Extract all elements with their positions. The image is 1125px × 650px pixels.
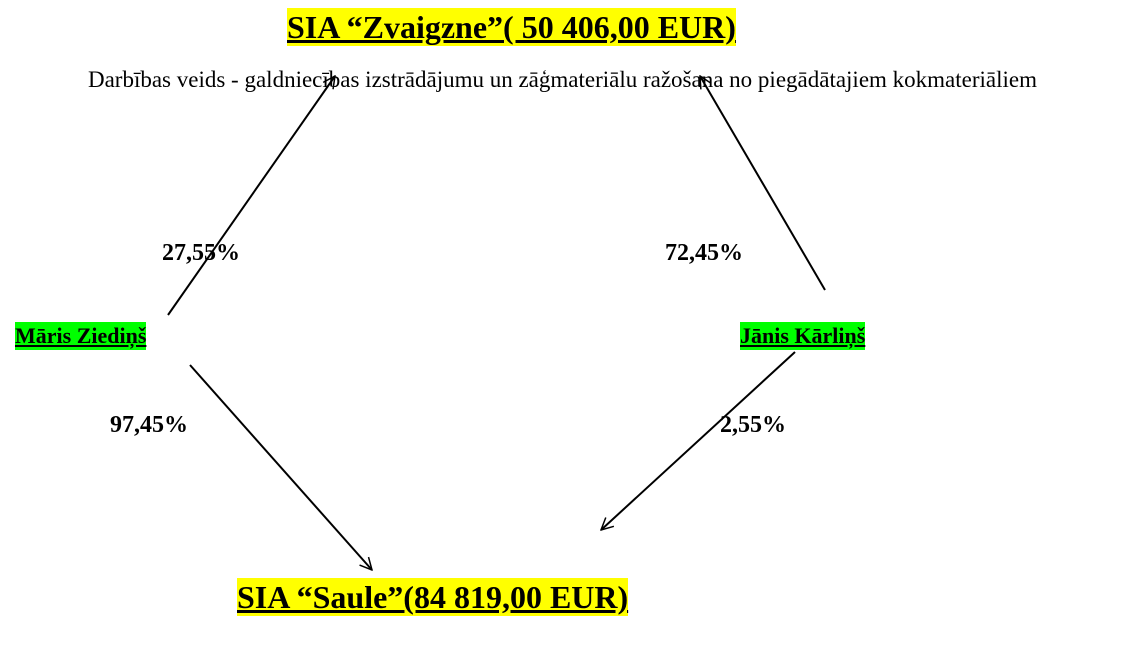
description: Darbības veids - galdniecības izstrādāju… <box>87 67 1038 92</box>
edge-label: 27,55% <box>162 240 240 266</box>
arrow <box>699 76 826 291</box>
person: Jānis Kārliņš <box>740 322 866 350</box>
company-bottom: SIA “Saule”(84 819,00 EUR) <box>237 578 629 616</box>
edge-label: 72,45% <box>665 240 743 266</box>
arrow <box>601 351 796 530</box>
description-box: Darbības veids - galdniecības izstrādāju… <box>0 66 1125 93</box>
edge-label: 97,45% <box>110 412 188 438</box>
edge-label: 2,55% <box>720 412 786 438</box>
arrow <box>167 76 335 316</box>
arrow <box>189 364 372 570</box>
company-top: SIA “Zvaigzne”( 50 406,00 EUR) <box>287 8 736 46</box>
person: Māris Ziediņš <box>15 322 147 350</box>
